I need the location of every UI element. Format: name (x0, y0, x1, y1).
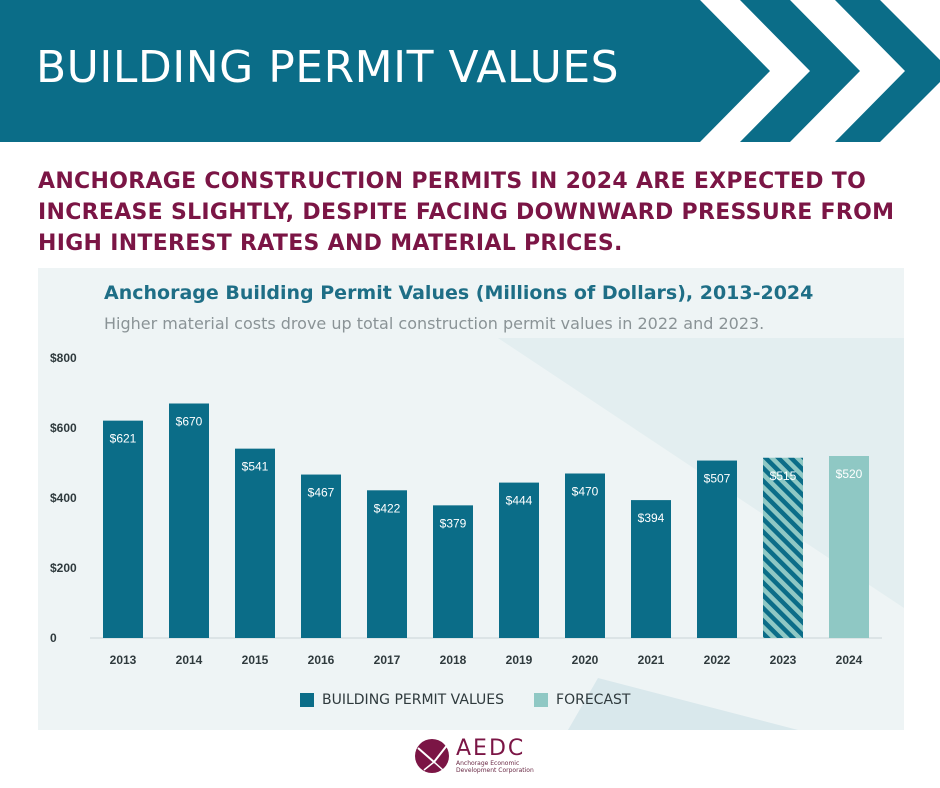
bar (565, 473, 605, 638)
bar-value-label: $422 (374, 501, 401, 515)
x-tick-label: 2017 (374, 653, 401, 667)
chart-legend: BUILDING PERMIT VALUES FORECAST (300, 692, 660, 708)
chart-canvas: 0 $200 $400 $600 $800 $621 $670 $541 $467 $422 $3… (50, 338, 904, 730)
y-axis: 0 $200 $400 $600 $800 (50, 351, 77, 645)
bar-value-label: $670 (176, 415, 203, 429)
banner-chevrons (0, 0, 940, 142)
bar-value-label: $621 (110, 432, 137, 446)
bar (301, 474, 341, 638)
bar (169, 403, 209, 638)
bar (697, 460, 737, 638)
bar-series: $621 $670 $541 $467 $422 $379 $444 $470 $394 $507… (103, 403, 869, 638)
x-tick-label: 2013 (110, 653, 137, 667)
x-tick-label: 2024 (836, 653, 863, 667)
x-tick-label: 2014 (176, 653, 203, 667)
logo-text: AEDC Anchorage Economic Development Corp… (456, 736, 534, 775)
y-tick-label: $800 (50, 351, 77, 365)
logo-name: AEDC (456, 736, 526, 761)
legend-label: FORECAST (556, 692, 631, 708)
x-tick-label: 2023 (770, 653, 797, 667)
x-tick-label: 2016 (308, 653, 335, 667)
x-axis: 2013 2014 2015 2016 2017 2018 2019 2020 2021 2022… (110, 653, 863, 667)
bar (499, 482, 539, 638)
bar (235, 448, 275, 638)
y-tick-label: $200 (50, 561, 77, 575)
bar-value-label: $444 (506, 494, 533, 508)
x-tick-label: 2019 (506, 653, 533, 667)
x-tick-label: 2015 (242, 653, 269, 667)
bar-value-label: $394 (638, 511, 665, 525)
page-title: BUILDING PERMIT VALUES (36, 42, 620, 93)
chevron-icon (740, 0, 860, 142)
y-tick-label: 0 (50, 631, 57, 645)
background-decoration (568, 678, 798, 730)
logo-subtitle-line: Development Corporation (456, 767, 534, 774)
bar-value-label: $507 (704, 472, 731, 486)
bar (367, 490, 407, 638)
logo-subtitle-line: Anchorage Economic (456, 760, 520, 767)
bar-value-label: $515 (770, 469, 797, 483)
chevron-icon (835, 0, 940, 142)
bar (631, 500, 671, 638)
x-tick-label: 2020 (572, 653, 599, 667)
bar-value-label: $470 (572, 485, 599, 499)
logo-subtitle: Anchorage Economic Development Corporati… (456, 760, 534, 774)
header-banner: BUILDING PERMIT VALUES (0, 0, 940, 142)
legend-label: BUILDING PERMIT VALUES (322, 692, 505, 708)
x-tick-label: 2021 (638, 653, 665, 667)
chart-title: Anchorage Building Permit Values (Millio… (104, 282, 814, 304)
legend-item-forecast: FORECAST (534, 692, 630, 708)
x-tick-label: 2018 (440, 653, 467, 667)
bar (103, 420, 143, 638)
bar (763, 457, 803, 638)
legend-item-permit-values: BUILDING PERMIT VALUES (300, 692, 504, 708)
bar-value-label: $520 (836, 467, 863, 481)
chart-panel: 0 $200 $400 $600 $800 $621 $670 $541 $467 $422 $3… (38, 268, 904, 730)
legend-swatch (534, 693, 549, 707)
y-tick-label: $600 (50, 421, 77, 435)
bar-value-label: $467 (308, 486, 335, 500)
bar (433, 505, 473, 638)
aedc-logo: AEDC Anchorage Economic Development Corp… (414, 738, 534, 774)
aedc-logo-icon (415, 739, 449, 773)
banner-background (0, 0, 770, 142)
bar (829, 456, 869, 638)
x-tick-label: 2022 (704, 653, 731, 667)
bar-value-label: $541 (242, 460, 269, 474)
headline-text: ANCHORAGE CONSTRUCTION PERMITS IN 2024 A… (38, 169, 895, 256)
y-tick-label: $400 (50, 491, 77, 505)
chart-subtitle: Higher material costs drove up total con… (104, 314, 765, 333)
legend-swatch (300, 693, 314, 707)
bar-value-label: $379 (440, 516, 467, 530)
